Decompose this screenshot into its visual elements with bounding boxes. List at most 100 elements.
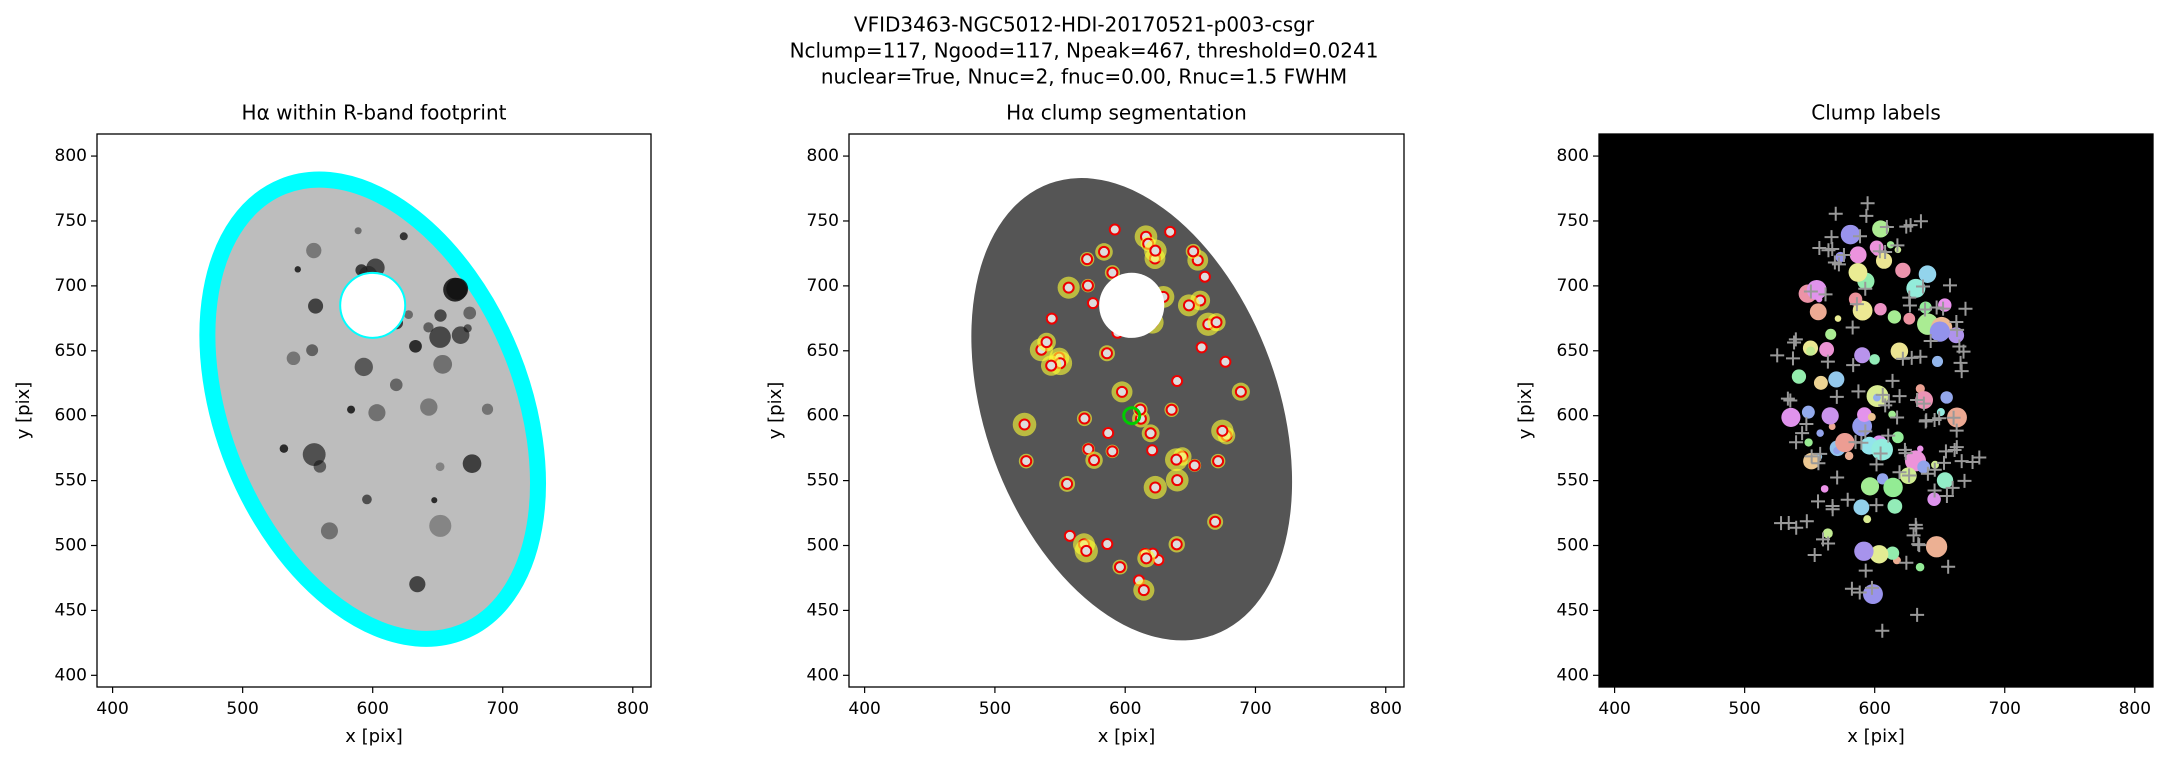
- peak-marker: [1927, 462, 1942, 477]
- emission-blob: [279, 444, 289, 453]
- peak-marker: [1854, 435, 1869, 450]
- x-tick-label: 700: [1989, 699, 2021, 719]
- clump-peak: [1102, 427, 1115, 440]
- clump-label: [1883, 477, 1903, 498]
- peak-marker: [1957, 473, 1972, 488]
- clump-label: [1918, 265, 1937, 283]
- peak-marker: [1881, 394, 1896, 409]
- emission-blob: [443, 277, 468, 302]
- peak-marker: [1965, 455, 1980, 470]
- clump-peak: [1212, 455, 1225, 468]
- clump-label: [1867, 413, 1876, 421]
- clump-peak: [1140, 552, 1153, 565]
- clump-peak: [1149, 244, 1162, 257]
- emission-blob: [435, 462, 445, 472]
- x-tick-label: 500: [226, 699, 258, 719]
- clump-label: [1925, 536, 1948, 558]
- clump-label: [1844, 451, 1854, 461]
- clump-peak: [1198, 270, 1211, 283]
- emission-blob: [347, 405, 356, 414]
- peak-marker: [1787, 335, 1802, 350]
- clump-peak: [1081, 279, 1094, 292]
- clump-peak: [1098, 245, 1111, 258]
- emission-blob: [434, 309, 447, 322]
- y-axis-label: y [pix]: [1515, 382, 1536, 440]
- y-tick-label: 650: [55, 341, 87, 361]
- emission-blob: [429, 326, 451, 348]
- emission-blob: [308, 298, 324, 314]
- suptitle-line: VFID3463-NGC5012-HDI-20170521-p003-csgr: [854, 13, 1315, 37]
- peak-marker: [1892, 465, 1907, 480]
- emission-blob: [294, 266, 301, 273]
- emission-blob: [431, 497, 438, 504]
- clump-label: [1860, 477, 1880, 496]
- peak-marker: [1780, 391, 1795, 406]
- emission-blob: [399, 232, 408, 241]
- clump-peak: [1045, 359, 1058, 372]
- peak-marker: [1910, 607, 1925, 622]
- y-tick-label: 500: [55, 536, 87, 556]
- peak-marker: [1909, 521, 1924, 536]
- clump-peak: [1144, 427, 1157, 440]
- peak-marker: [1897, 442, 1912, 457]
- clump-label: [1848, 262, 1868, 282]
- emission-blob: [354, 357, 373, 377]
- peak-marker: [1852, 585, 1867, 600]
- peak-marker: [1869, 498, 1884, 513]
- peak-marker: [1939, 488, 1954, 503]
- emission-blob: [409, 576, 426, 593]
- peak-marker: [1918, 414, 1933, 429]
- clump-label: [1887, 498, 1903, 514]
- clump-peak: [1195, 341, 1208, 354]
- peak-marker: [1836, 247, 1851, 262]
- y-tick-label: 700: [1557, 276, 1589, 296]
- x-tick-label: 600: [1109, 699, 1141, 719]
- peak-marker: [1820, 354, 1835, 369]
- emission-blob: [481, 403, 494, 415]
- peak-marker: [1956, 344, 1971, 359]
- peak-marker: [1825, 502, 1840, 517]
- clump-peak: [1171, 474, 1184, 487]
- clump-label: [1906, 278, 1926, 298]
- peak-marker: [1936, 301, 1951, 316]
- peak-marker: [1789, 435, 1804, 450]
- x-tick-label: 600: [1858, 699, 1890, 719]
- clump-label: [1892, 431, 1904, 444]
- clump-label: [1869, 354, 1880, 365]
- emission-blob: [368, 404, 386, 422]
- x-tick-label: 400: [848, 699, 880, 719]
- peak-marker: [1829, 389, 1844, 404]
- clump-label: [1840, 224, 1861, 245]
- clump-peak: [1170, 453, 1183, 466]
- y-tick-label: 800: [55, 146, 87, 166]
- peak-marker: [1895, 351, 1910, 366]
- clump-label: [1903, 312, 1916, 325]
- clump-label: [1874, 302, 1887, 316]
- clump-label: [1888, 410, 1896, 419]
- clump-label: [1940, 391, 1953, 404]
- y-tick-label: 400: [1557, 665, 1589, 685]
- panel-title: Hα clump segmentation: [1006, 101, 1247, 125]
- y-tick-label: 450: [55, 600, 87, 620]
- clump-peak: [1137, 584, 1150, 597]
- peak-marker: [1929, 300, 1944, 315]
- peak-marker: [1827, 255, 1842, 270]
- peak-marker: [1840, 492, 1855, 507]
- peak-marker: [1875, 387, 1890, 402]
- clump-peak: [1146, 444, 1159, 457]
- clump-peak: [1210, 316, 1223, 329]
- axes-frame: [1598, 133, 2154, 688]
- x-tick-label: 800: [1370, 699, 1402, 719]
- suptitle-line: nuclear=True, Nnuc=2, fnuc=0.00, Rnuc=1.…: [821, 65, 1347, 89]
- clump-label: [1917, 445, 1924, 452]
- peak-marker: [1821, 536, 1836, 551]
- y-tick-label: 500: [1557, 536, 1589, 556]
- peak-marker: [1788, 332, 1803, 347]
- x-axis-label: x [pix]: [345, 726, 403, 747]
- background: [1599, 134, 2153, 687]
- peak-marker: [1946, 410, 1961, 425]
- clump-label: [1822, 528, 1833, 539]
- clump-label: [1825, 328, 1837, 340]
- y-tick-label: 400: [55, 665, 87, 685]
- emission-blob: [429, 514, 452, 537]
